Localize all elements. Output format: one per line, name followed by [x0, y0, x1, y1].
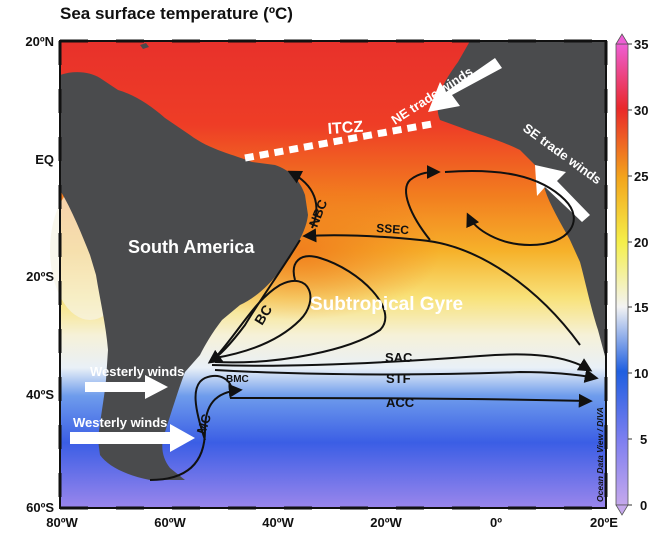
lat-label-eq: EQ [35, 152, 54, 167]
eastern-gyre-path [444, 169, 575, 247]
westerly-arrow-2 [70, 424, 195, 452]
lon-label-20e: 20ºE [590, 515, 618, 530]
westerly-label-1: Westerly winds [90, 364, 184, 379]
mc-loop-path [194, 374, 233, 441]
south-america-land [60, 72, 308, 480]
colorbar-label-35: 35 [634, 37, 648, 52]
colorbar: 35 30 25 20 15 10 5 0 [615, 33, 648, 516]
lon-label-60w: 60ºW [154, 515, 186, 530]
inner-gyre-path [214, 279, 312, 359]
sac-label: SAC [385, 350, 413, 365]
latitude-labels: 20ºN EQ 20ºS 40ºS 60ºS [25, 34, 54, 515]
ssec-branch-path [405, 165, 441, 241]
acc-label: ACC [386, 395, 415, 410]
westerly-label-2: Westerly winds [73, 415, 167, 430]
ocean-currents [149, 165, 599, 481]
stf-path [214, 369, 599, 383]
colorbar-label-30: 30 [634, 103, 648, 118]
colorbar-label-20: 20 [634, 235, 648, 250]
frame-ticks [58, 39, 608, 510]
lon-label-80w: 80ºW [46, 515, 78, 530]
odv-credit: Ocean Data View / DIVA [595, 407, 605, 502]
ssec-label: SSEC [376, 221, 410, 237]
colorbar-label-0: 0 [640, 498, 647, 513]
colorbar-label-5: 5 [640, 432, 647, 447]
africa-land [437, 41, 606, 360]
wind-arrows [70, 58, 590, 452]
acc-path [229, 393, 593, 408]
colorbar-top-cap [615, 33, 629, 45]
mc-path [149, 383, 243, 481]
colorbar-label-25: 25 [634, 169, 648, 184]
colorbar-scale [615, 43, 629, 506]
gyre-label: Subtropical Gyre [310, 294, 463, 315]
bmc-label: BMC [226, 374, 249, 385]
lat-label-20n: 20ºN [25, 34, 54, 49]
mid-gyre-path [214, 255, 387, 364]
longitude-labels: 80ºW 60ºW 40ºW 20ºW 0º 20ºE [46, 515, 618, 530]
colorbar-label-10: 10 [634, 366, 648, 381]
lon-label-0: 0º [490, 515, 502, 530]
lon-label-20w: 20ºW [370, 515, 402, 530]
lat-label-60s: 60ºS [26, 500, 54, 515]
sac-path [211, 353, 593, 372]
current-labels: NBC SSEC BC SAC STF ACC BMC MC [194, 197, 415, 436]
ssec-path [302, 228, 581, 346]
se-trade-arrow [535, 165, 590, 222]
lat-label-40s: 40ºS [26, 387, 54, 402]
colorbar-bottom-cap [615, 504, 629, 516]
itcz-label: ITCZ [327, 119, 364, 138]
colorbar-ticks [628, 43, 632, 506]
bc-path [207, 239, 301, 364]
map-frame [59, 40, 607, 509]
colorbar-label-15: 15 [634, 300, 648, 315]
nbc-path [287, 170, 318, 229]
lon-label-40w: 40ºW [262, 515, 294, 530]
lat-label-20s: 20ºS [26, 269, 54, 284]
south-america-label: South America [128, 237, 255, 257]
small-island [140, 43, 149, 49]
mc-label: MC [194, 411, 215, 435]
ne-trade-arrow [428, 58, 502, 112]
stf-label: STF [386, 371, 411, 386]
westerly-arrow-1 [85, 375, 168, 399]
map-title: Sea surface temperature (ºC) [60, 4, 293, 23]
itcz-line [244, 120, 433, 162]
